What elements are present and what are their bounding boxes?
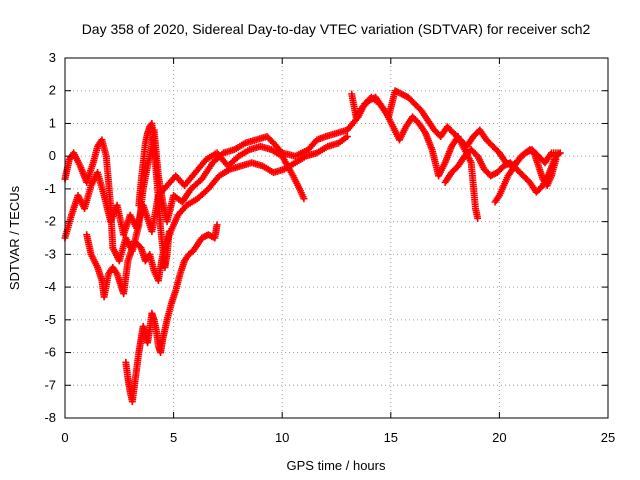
x-axis-label: GPS time / hours (287, 458, 386, 473)
y-axis-label: SDTVAR / TECUs (7, 185, 22, 290)
data-point (213, 221, 221, 229)
y-tick-label: -8 (44, 410, 56, 425)
y-tick-label: 3 (49, 50, 56, 65)
y-tick-label: 1 (49, 115, 56, 130)
y-tick-label: -6 (44, 345, 56, 360)
y-tick-label: -7 (44, 377, 56, 392)
data-points (61, 87, 564, 406)
plot-frame (64, 57, 609, 419)
y-tick-label: -4 (44, 279, 56, 294)
x-tick-label: 0 (61, 430, 68, 445)
chart-title: Day 358 of 2020, Sidereal Day-to-day VTE… (82, 21, 591, 37)
data-point (552, 155, 560, 163)
data-point (300, 195, 308, 203)
y-tick-label: 0 (49, 148, 56, 163)
data-point (555, 150, 563, 158)
data-point (474, 214, 482, 222)
x-tick-label: 5 (170, 430, 177, 445)
data-point (556, 149, 564, 157)
x-tick-label: 25 (601, 430, 615, 445)
data-point (165, 227, 173, 235)
y-tick-label: -5 (44, 312, 56, 327)
x-tick-label: 15 (384, 430, 398, 445)
y-tick-label: -1 (44, 181, 56, 196)
grid-lines (65, 58, 608, 418)
axis-ticks: -8 -7 -6 -5 -4 -3 -2 -1 0 1 2 3 0 5 10 15 20 25 (44, 50, 615, 445)
x-tick-label: 20 (492, 430, 506, 445)
y-tick-label: 2 (49, 83, 56, 98)
y-tick-label: -3 (44, 246, 56, 261)
x-tick-label: 10 (275, 430, 289, 445)
data-point (201, 232, 209, 240)
y-tick-label: -2 (44, 214, 56, 229)
data-point (343, 133, 351, 141)
